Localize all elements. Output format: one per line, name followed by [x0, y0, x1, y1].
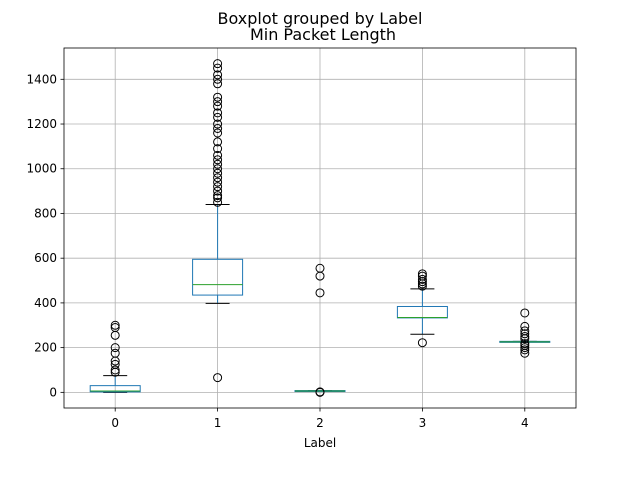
flier-point	[417, 269, 427, 279]
box-group-1	[192, 59, 244, 383]
box-group-4	[499, 308, 551, 358]
flier-point	[520, 326, 530, 336]
flier-point	[213, 92, 223, 102]
chart-title: Min Packet Length	[250, 25, 396, 44]
flier-point	[213, 108, 223, 118]
y-tick-label: 1000	[26, 162, 57, 176]
flier-point	[213, 144, 223, 154]
y-tick-label: 800	[34, 206, 57, 220]
flier-point	[417, 338, 427, 348]
box-group-2	[294, 263, 346, 397]
flier-point	[213, 191, 223, 201]
y-tick-label: 200	[34, 341, 57, 355]
x-tick-label: 3	[419, 416, 427, 430]
y-tick-label: 400	[34, 296, 57, 310]
flier-point	[213, 97, 223, 107]
box-group-3	[396, 269, 448, 348]
x-tick-label: 4	[521, 416, 529, 430]
x-tick-label: 1	[214, 416, 222, 430]
flier-point	[213, 137, 223, 147]
flier-point	[520, 331, 530, 341]
chart-suptitle: Boxplot grouped by Label	[218, 9, 423, 28]
flier-point	[520, 329, 530, 339]
flier-point	[520, 308, 530, 318]
flier-point	[213, 123, 223, 133]
x-tick-label: 2	[316, 416, 324, 430]
y-tick-label: 1200	[26, 117, 57, 131]
flier-point	[213, 168, 223, 178]
grid	[64, 48, 576, 408]
flier-point	[213, 197, 223, 207]
flier-point	[213, 59, 223, 69]
flier-point	[213, 119, 223, 129]
x-tick-label: 0	[111, 416, 119, 430]
flier-point	[520, 343, 530, 353]
flier-point	[110, 323, 120, 333]
flier-point	[213, 186, 223, 196]
flier-point	[213, 74, 223, 84]
y-tick-label: 600	[34, 251, 57, 265]
y-tick-label: 1400	[26, 72, 57, 86]
flier-point	[110, 365, 120, 375]
flier-point	[213, 63, 223, 73]
flier-point	[213, 128, 223, 138]
flier-point	[520, 321, 530, 331]
flier-point	[315, 288, 325, 298]
flier-point	[213, 101, 223, 111]
boxes	[89, 59, 551, 397]
flier-point	[110, 320, 120, 330]
flier-point	[213, 112, 223, 122]
flier-point	[110, 343, 120, 353]
flier-point	[213, 177, 223, 187]
flier-point	[213, 79, 223, 89]
flier-point	[213, 193, 223, 203]
flier-point	[417, 274, 427, 284]
box-iqr	[89, 385, 141, 393]
flier-point	[110, 359, 120, 369]
flier-point	[315, 387, 325, 397]
flier-point	[213, 182, 223, 192]
flier-point	[213, 155, 223, 165]
y-tick-label: 0	[49, 385, 57, 399]
flier-point	[213, 373, 223, 383]
flier-point	[213, 173, 223, 183]
flier-point	[213, 150, 223, 160]
flier-point	[213, 70, 223, 80]
box-iqr	[192, 258, 244, 296]
flier-point	[417, 271, 427, 281]
x-axis-label: Label	[304, 436, 336, 450]
flier-point	[520, 345, 530, 355]
flier-point	[213, 164, 223, 174]
flier-point	[315, 263, 325, 273]
box-group-0	[89, 320, 141, 393]
flier-point	[213, 159, 223, 169]
ticks: 0 200 400 600 800 1000 1200 1400 0 1 2 3 4	[26, 72, 528, 430]
flier-point	[520, 339, 530, 349]
flier-point	[417, 281, 427, 291]
flier-point	[110, 348, 120, 358]
